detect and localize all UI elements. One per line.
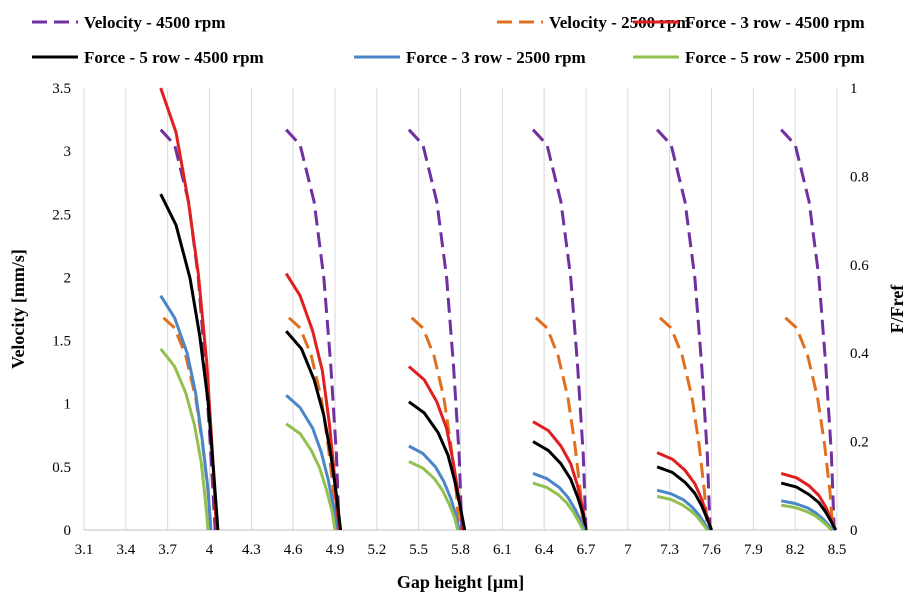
y2-tick-label: 0.4 [850,346,869,362]
y-axis-title: Velocity [mm/s] [8,249,28,369]
x-tick-label: 5.2 [367,542,386,558]
x-axis-title: Gap height [µm] [397,572,524,592]
x-tick-label: 7.6 [702,542,721,558]
legend-label: Velocity - 2500 rpm [549,13,691,32]
x-axis-ticks: 3.1 3.4 3.7 4 4.3 4.6 4.9 5.2 5.5 5.8 6.1 6.4 6.7 7 7.… [75,542,847,558]
legend-label: Force - 5 row - 4500 rpm [84,48,264,67]
series-line [532,440,588,531]
x-tick-label: 6.7 [577,542,596,558]
y-axis-ticks: 0 0.5 1 1.5 2 2.5 3 3.5 [52,81,71,539]
series-line [285,128,341,531]
x-tick-label: 4.6 [284,542,303,558]
y2-axis-title: F/Fref [887,284,907,334]
x-tick-label: 5.5 [409,542,428,558]
series-line [159,347,210,531]
y-tick-label: 2.5 [52,207,71,223]
legend-label: Force - 5 row - 2500 rpm [685,48,865,67]
y2-axis-ticks: 0 0.2 0.4 0.6 0.8 1 [850,81,869,539]
series-line [532,481,585,531]
series-line [656,128,712,531]
x-tick-label: 4.9 [326,542,345,558]
x-tick-label: 7 [624,542,632,558]
y-tick-label: 1.5 [52,334,71,350]
legend-item: Force - 3 row - 2500 rpm [354,48,586,67]
series-3 [159,87,837,531]
series-line [656,488,710,531]
plot-area [159,87,837,532]
x-tick-label: 8.2 [786,542,805,558]
legend-label: Velocity - 4500 rpm [84,13,226,32]
x-tick-label: 5.8 [451,542,470,558]
x-tick-label: 6.4 [535,542,554,558]
series-line [285,394,338,531]
x-tick-label: 6.1 [493,542,512,558]
series-6 [159,347,833,532]
y-tick-label: 3.5 [52,81,71,97]
series-line [658,316,709,531]
series-line [532,471,586,531]
x-tick-label: 3.7 [158,542,177,558]
y2-tick-label: 0.6 [850,258,869,274]
legend-item: Velocity - 2500 rpm [497,13,691,32]
y-tick-label: 1 [64,397,72,413]
legend: Velocity - 4500 rpm Velocity - 2500 rpmFo… [32,13,865,67]
series-line [784,316,835,531]
x-tick-label: 7.9 [744,542,763,558]
legend-item: Velocity - 4500 rpm [32,13,226,32]
x-tick-label: 8.5 [828,542,847,558]
series-line [408,444,461,531]
series-line [159,294,213,531]
x-tick-label: 3.4 [116,542,135,558]
series-line [531,128,588,531]
series-1 [159,128,836,531]
series-line [408,460,460,531]
legend-item: Force - 5 row - 2500 rpm [633,48,865,67]
legend-label: Force - 3 row - 4500 rpm [685,13,865,32]
y2-tick-label: 1 [850,81,858,97]
x-tick-label: 4.3 [242,542,261,558]
series-line [656,494,709,531]
legend-item: Force - 5 row - 4500 rpm [32,48,264,67]
y-tick-label: 3 [64,144,72,160]
series-line [780,503,833,532]
legend-label: Force - 3 row - 2500 rpm [406,48,586,67]
series-line [408,400,467,531]
series-5 [159,294,834,531]
series-line [285,330,343,531]
y2-tick-label: 0 [850,523,858,539]
series-line [780,481,837,531]
series-line [780,128,836,531]
series-line [656,465,713,531]
y2-tick-label: 0.8 [850,169,869,185]
y-tick-label: 2 [64,270,72,286]
series-line [407,128,464,531]
series-line [285,422,337,531]
series-line [159,193,220,531]
y-tick-label: 0.5 [52,460,71,476]
x-tick-label: 3.1 [75,542,94,558]
y2-tick-label: 0.2 [850,435,869,451]
legend-item: Force - 3 row - 4500 rpm [633,13,865,32]
y-tick-label: 0 [64,523,72,539]
series-line [287,316,338,531]
x-tick-label: 4 [206,542,214,558]
series-4 [159,193,837,531]
series-2 [162,316,835,531]
x-tick-label: 7.3 [660,542,679,558]
